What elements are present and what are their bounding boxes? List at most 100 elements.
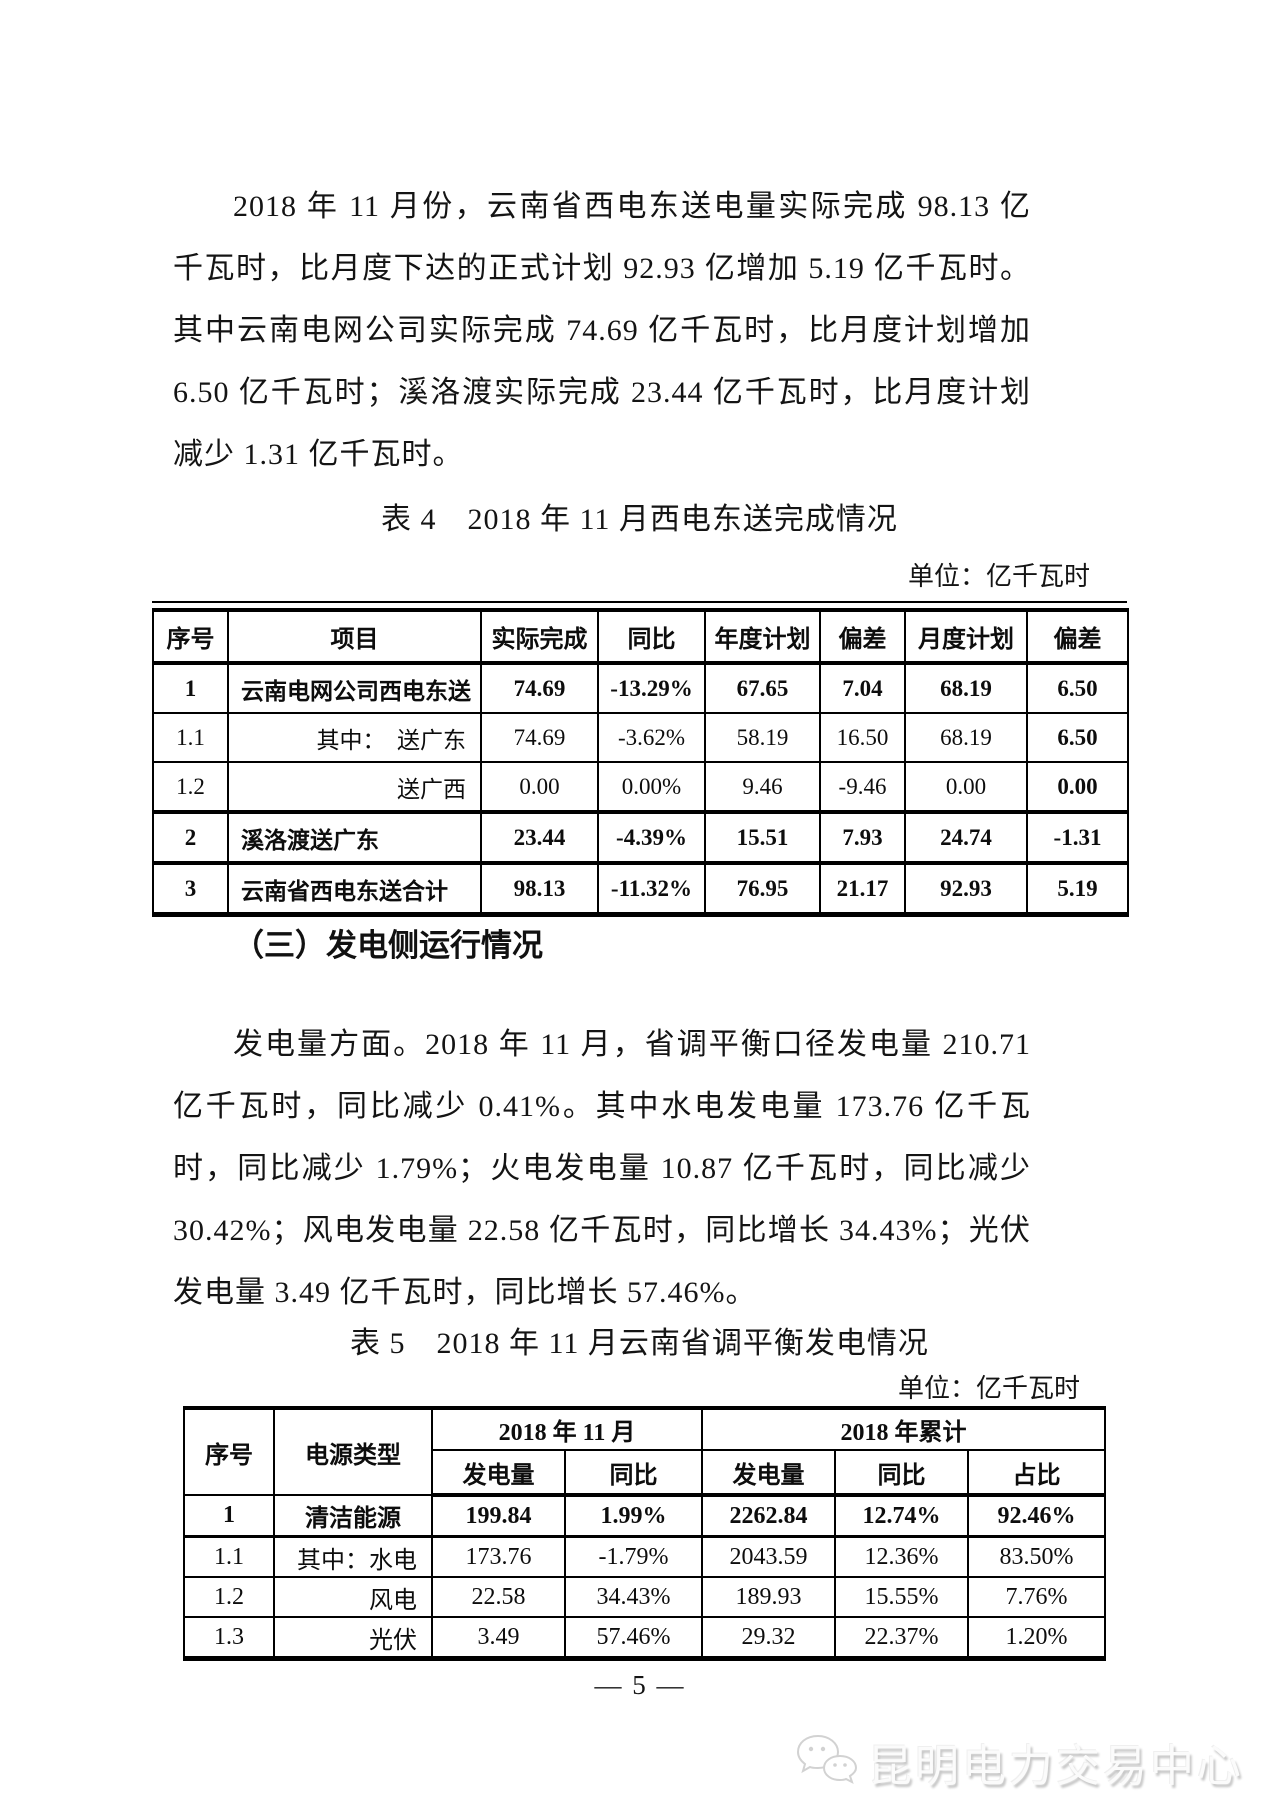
table-cell: 67.65: [704, 663, 821, 714]
table-cell: 22.37%: [834, 1617, 969, 1659]
t4-header-annual-plan: 年度计划: [704, 610, 821, 665]
t5-header-source-type: 电源类型: [273, 1408, 433, 1496]
table-cell: 2262.84: [701, 1495, 836, 1538]
table-cell: 7.76%: [966, 1577, 1107, 1618]
table-cell: 21.17: [819, 863, 906, 915]
table-cell: 1: [152, 663, 229, 714]
table-cell: 12.36%: [834, 1536, 969, 1578]
table-cell: 5.19: [1026, 863, 1129, 915]
t4-header-deviation2: 偏差: [1026, 610, 1129, 665]
table5-row-1-3: 1.3 光伏 3.49 57.46% 29.32 22.37% 1.20%: [183, 1617, 1107, 1659]
table4-wrapper: 序号 项目 实际完成 同比 年度计划 偏差 月度计划 偏差 1 云南电网公司西电…: [152, 601, 1129, 917]
t4-header-actual: 实际完成: [480, 610, 599, 665]
table-cell: 1: [183, 1495, 275, 1538]
table5-title: 表 5 2018 年 11 月云南省调平衡发电情况: [350, 1327, 929, 1360]
table-cell: 1.1: [152, 713, 229, 763]
table-cell: 2: [152, 812, 229, 865]
t4-header-deviation1: 偏差: [819, 610, 906, 665]
table4-row-2: 2 溪洛渡送广东 23.44 -4.39% 15.51 7.93 24.74 -…: [152, 812, 1129, 865]
table-cell: 其中： 送广东: [227, 713, 482, 763]
t5-subheader-share: 占比: [966, 1450, 1107, 1497]
table-cell: 22.58: [431, 1577, 566, 1618]
table4: 序号 项目 实际完成 同比 年度计划 偏差 月度计划 偏差 1 云南电网公司西电…: [152, 608, 1129, 917]
table-cell: 0.00: [904, 762, 1028, 814]
table-cell: 74.69: [480, 663, 599, 714]
table5-subheader-row: 发电量 同比 发电量 同比 占比: [184, 1450, 1107, 1497]
table-cell: 68.19: [904, 663, 1028, 714]
table5: 序号 电源类型 2018 年 11 月 2018 年累计 发电量 同比 发电量 …: [183, 1406, 1107, 1661]
table-cell: 1.1: [183, 1536, 275, 1578]
table-cell: 24.74: [904, 812, 1028, 865]
table-cell: 送广西: [227, 762, 482, 814]
table4-row-1-2: 1.2 送广西 0.00 0.00% 9.46 -9.46 0.00 0.00: [152, 762, 1129, 814]
table-cell: 199.84: [431, 1495, 566, 1538]
table-cell: 9.46: [704, 762, 821, 814]
table-cell: 1.3: [183, 1617, 275, 1659]
table-cell: 57.46%: [564, 1617, 703, 1659]
t4-header-item: 项目: [227, 610, 482, 665]
table-cell: 溪洛渡送广东: [227, 812, 482, 865]
table-cell: 92.93: [904, 863, 1028, 915]
table-cell: 6.50: [1026, 663, 1129, 714]
table-cell: 15.51: [704, 812, 821, 865]
table-cell: 1.20%: [966, 1617, 1107, 1659]
t5-subheader-yoy1: 同比: [564, 1450, 703, 1497]
table-cell: 云南电网公司西电东送: [227, 663, 482, 714]
table-cell: -11.32%: [597, 863, 706, 915]
table-cell: -9.46: [819, 762, 906, 814]
table-cell: 189.93: [701, 1577, 836, 1618]
section-heading-3: （三）发电侧运行情况: [233, 928, 543, 963]
table-cell: 0.00%: [597, 762, 706, 814]
table-cell: 74.69: [480, 713, 599, 763]
table-cell: 2043.59: [701, 1536, 836, 1578]
page-number: — 5 —: [594, 1670, 686, 1700]
table-cell: 173.76: [431, 1536, 566, 1578]
table4-row-3: 3 云南省西电东送合计 98.13 -11.32% 76.95 21.17 92…: [152, 863, 1129, 915]
table-cell: 98.13: [480, 863, 599, 915]
table5-wrapper: 序号 电源类型 2018 年 11 月 2018 年累计 发电量 同比 发电量 …: [183, 1406, 1107, 1661]
t4-header-yoy: 同比: [597, 610, 706, 665]
table-cell: -4.39%: [597, 812, 706, 865]
table-cell: 风电: [273, 1577, 433, 1618]
table-cell: 12.74%: [834, 1495, 969, 1538]
t5-header-seq: 序号: [183, 1408, 275, 1496]
table-cell: 23.44: [480, 812, 599, 865]
t4-header-monthly-plan: 月度计划: [904, 610, 1028, 665]
table4-header-row: 序号 项目 实际完成 同比 年度计划 偏差 月度计划 偏差: [152, 610, 1129, 665]
t4-header-seq: 序号: [152, 610, 229, 665]
paragraph-2: 发电量方面。2018 年 11 月，省调平衡口径发电量 210.71 亿千瓦时，…: [173, 1028, 1031, 1309]
table-cell: 1.2: [183, 1577, 275, 1618]
table-cell: 云南省西电东送合计: [227, 863, 482, 915]
table-cell: 7.04: [819, 663, 906, 714]
table-cell: 光伏: [273, 1617, 433, 1659]
table-cell: 其中：水电: [273, 1536, 433, 1578]
watermark: 昆明电力交易中心: [794, 1730, 1244, 1794]
table-cell: 3.49: [431, 1617, 566, 1659]
table-cell: 29.32: [701, 1617, 836, 1659]
table5-row-1-2: 1.2 风电 22.58 34.43% 189.93 15.55% 7.76%: [183, 1577, 1107, 1618]
table-cell: 0.00: [480, 762, 599, 814]
table-cell: 0.00: [1026, 762, 1129, 814]
table-cell: 92.46%: [966, 1495, 1107, 1538]
table5-unit-label: 单位：亿千瓦时: [897, 1374, 1080, 1403]
table-cell: 16.50: [819, 713, 906, 763]
table4-unit-label: 单位：亿千瓦时: [907, 562, 1090, 591]
table-cell: 6.50: [1026, 713, 1129, 763]
table4-row-1-1: 1.1 其中： 送广东 74.69 -3.62% 58.19 16.50 68.…: [152, 713, 1129, 763]
table-cell: -1.31: [1026, 812, 1129, 865]
t5-subheader-gen2: 发电量: [701, 1450, 836, 1497]
table-cell: 1.2: [152, 762, 229, 814]
t5-subheader-yoy2: 同比: [834, 1450, 969, 1497]
table-cell: 3: [152, 863, 229, 915]
table-cell: 76.95: [704, 863, 821, 915]
table-cell: -3.62%: [597, 713, 706, 763]
table5-row-1-1: 1.1 其中：水电 173.76 -1.79% 2043.59 12.36% 8…: [183, 1536, 1107, 1578]
table-cell: 7.93: [819, 812, 906, 865]
table4-title: 表 4 2018 年 11 月西电东送完成情况: [381, 503, 898, 536]
table-cell: 清洁能源: [273, 1495, 433, 1538]
table4-row-1: 1 云南电网公司西电东送 74.69 -13.29% 67.65 7.04 68…: [152, 663, 1129, 714]
table-cell: 15.55%: [834, 1577, 969, 1618]
table-cell: 83.50%: [966, 1536, 1107, 1578]
t5-header-group-ytd: 2018 年累计: [700, 1408, 1107, 1451]
